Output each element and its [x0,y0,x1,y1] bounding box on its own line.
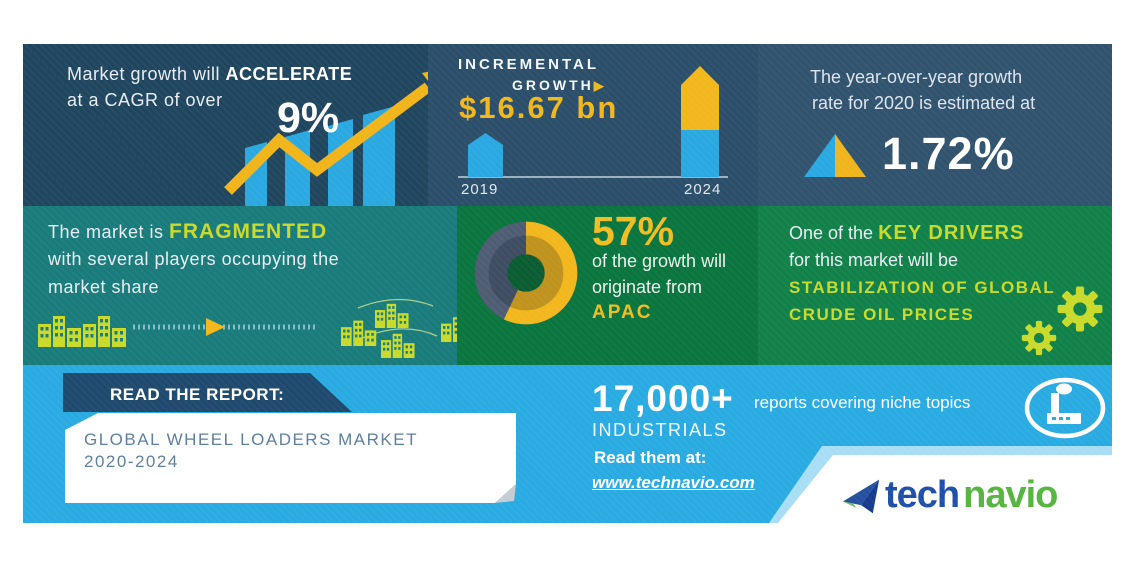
footer-shapes [63,373,1112,523]
apac-donut-chart [474,221,578,325]
cagr-value: 9% [277,94,340,142]
incremental-bar-chart [458,66,728,178]
apac-donut-arc [474,221,578,325]
key-drivers-line2: for this market will be [789,250,959,270]
report-count: 17,000+ [592,378,734,419]
report-card [65,413,516,503]
bar-2019 [468,133,503,177]
cagr-line1-bold: ACCELERATE [225,64,353,84]
incremental-title-text: GROWTH [512,77,594,93]
buildings-icon [38,298,473,358]
growth-arrow-icon [224,66,456,206]
cagr-line1-normal: Market growth will [67,64,226,84]
cagr-panel: Market growth will ACCELERATE at a CAGR … [23,44,456,206]
incremental-growth-panel: INCREMENTAL GROWTH▶ $16.67 bn 2019 2024 [428,44,758,206]
yoy-value: 1.72% [882,128,1015,179]
fragmented-line1-normal: The market is [48,222,170,242]
website-link[interactable]: www.technavio.com [592,473,755,492]
report-count-caption: reports covering niche topics [754,393,971,412]
key-drivers-line1-normal: One of the [789,223,879,243]
bar-2024-base [681,130,719,177]
apac-region: APAC [592,302,653,323]
incremental-title-line2: GROWTH▶ [512,77,607,94]
apac-value: 57% [592,208,675,254]
yoy-line1: The year-over-year growth [810,67,1023,87]
category-label: INDUSTRIALS [592,420,728,440]
yoy-growth-panel: The year-over-year growth rate for 2020 … [758,44,1112,206]
key-drivers-line1: One of the KEY DRIVERS [789,222,1024,245]
read-report-label: READ THE REPORT: [110,385,285,404]
technavio-logo[interactable]: tech navio [841,474,1058,517]
cagr-line1: Market growth will ACCELERATE [67,64,352,85]
fragmented-panel: The market is FRAGMENTED with several pl… [23,206,473,365]
fragmented-line1: The market is FRAGMENTED [48,220,327,244]
bar-label-2024: 2024 [684,181,722,198]
key-drivers-panel: One of the KEY DRIVERS for this market w… [758,206,1112,365]
apac-panel: 57% of the growth will originate from AP… [457,206,758,365]
bar-2024-incremental [681,66,719,130]
flow-arrow-icon [206,318,225,336]
fragmented-line3: market share [48,277,160,297]
key-drivers-line4: CRUDE OIL PRICES [789,305,975,324]
gears-icon [1021,286,1103,356]
incremental-title-line1: INCREMENTAL [458,56,600,73]
incremental-value: $16.67 bn [459,90,619,125]
logo-text-navio: navio [963,474,1058,516]
growth-pointer-icon: ▶ [593,78,607,93]
logo-wedge [778,455,1112,523]
read-report-tab [63,373,352,412]
card-fold-icon [495,484,516,503]
cagr-line2: at a CAGR of over [67,90,223,110]
logo-text-tech: tech [885,474,960,516]
apac-line2: originate from [592,277,703,297]
apac-line1: of the growth will [592,251,727,271]
report-title-line1: GLOBAL WHEEL LOADERS MARKET [84,430,418,449]
key-drivers-line1-bold: KEY DRIVERS [878,222,1025,244]
key-drivers-line3: STABILIZATION OF GLOBAL [789,278,1056,297]
up-triangle-icon [804,134,866,177]
fragmented-line2: with several players occupying the [48,249,340,269]
yoy-line2: rate for 2020 is estimated at [812,93,1036,113]
read-prompt: Read them at: [594,448,707,467]
bar-label-2019: 2019 [461,181,499,198]
fragmented-line1-bold: FRAGMENTED [169,220,328,243]
footer: READ THE REPORT: GLOBAL WHEEL LOADERS MA… [23,365,1112,523]
report-title-line2: 2020-2024 [84,452,179,471]
technavio-logo-icon [842,479,880,513]
industrials-icon [1024,377,1106,439]
